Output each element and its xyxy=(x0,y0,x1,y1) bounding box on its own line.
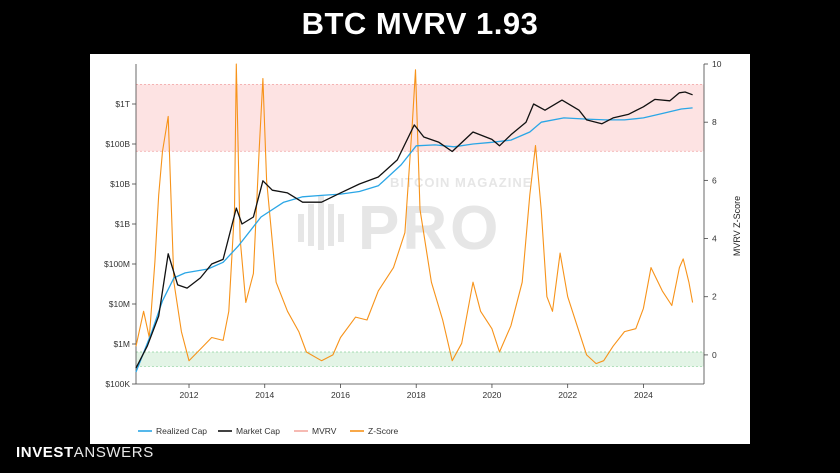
series-z-score xyxy=(135,63,694,365)
legend: Realized Cap Market Cap MVRV Z-Score xyxy=(138,426,399,436)
chart-panel: BITCOIN MAGAZINE PRO $100K $1M $10M $100M $1… xyxy=(90,54,750,444)
right-tick-label: 2 xyxy=(712,292,717,302)
series-realized-cap xyxy=(135,107,693,373)
brand-logo: INVESTANSWERS xyxy=(16,444,154,461)
x-tick-label: 2024 xyxy=(634,390,653,400)
x-tick-label: 2020 xyxy=(482,390,501,400)
band-overvalued xyxy=(136,84,704,152)
right-axis-title: MVRV Z-Score xyxy=(732,196,742,256)
left-tick-label: $100K xyxy=(105,379,130,389)
left-tick-label: $1T xyxy=(115,99,130,109)
left-tick-label: $100B xyxy=(105,139,130,149)
right-tick-label: 10 xyxy=(712,59,722,69)
band-undervalued xyxy=(136,352,704,367)
legend-item-z-score[interactable]: Z-Score xyxy=(368,426,399,436)
x-tick-label: 2016 xyxy=(331,390,350,400)
brand-light: ANSWERS xyxy=(73,444,154,461)
x-tick-label: 2022 xyxy=(558,390,577,400)
x-tick-label: 2018 xyxy=(407,390,426,400)
left-tick-label: $10B xyxy=(110,179,130,189)
x-tick-label: 2014 xyxy=(255,390,274,400)
right-tick-label: 6 xyxy=(712,175,717,185)
watermark-line2: PRO xyxy=(358,194,501,263)
series-market-cap xyxy=(135,91,693,369)
zone-bands xyxy=(136,84,704,367)
mvrv-chart: BITCOIN MAGAZINE PRO $100K$1M$10M$100M$1… xyxy=(90,54,750,444)
legend-item-realized-cap[interactable]: Realized Cap xyxy=(156,426,207,436)
axes: $100K $1M $10M $100M $1B $10B $100B $1T 0 2 4 6 8 10 2… xyxy=(104,59,722,400)
watermark-bars-icon xyxy=(298,196,344,250)
right-tick-label: 4 xyxy=(712,234,717,244)
left-tick-label: $1B xyxy=(115,219,130,229)
right-tick-label: 8 xyxy=(712,117,717,127)
legend-item-market-cap[interactable]: Market Cap xyxy=(236,426,280,436)
slide-title: BTC MVRV 1.93 xyxy=(301,6,539,41)
series xyxy=(135,63,694,373)
watermark-line1: BITCOIN MAGAZINE xyxy=(390,175,532,190)
brand-bold: INVEST xyxy=(16,444,74,461)
x-tick-label: 2012 xyxy=(180,390,199,400)
watermark: BITCOIN MAGAZINE PRO xyxy=(298,175,532,263)
left-tick-label: $100M xyxy=(104,259,130,269)
left-tick-label: $1M xyxy=(113,339,130,349)
left-tick-label: $10M xyxy=(109,299,130,309)
right-tick-label: 0 xyxy=(712,350,717,360)
legend-item-mvrv[interactable]: MVRV xyxy=(312,426,337,436)
